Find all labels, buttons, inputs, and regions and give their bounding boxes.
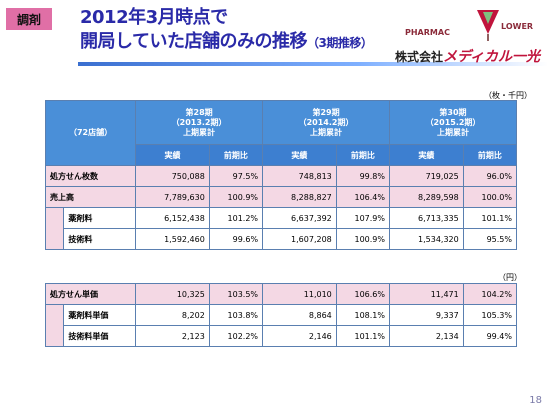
cell-value: 6,637,392 [262, 207, 337, 229]
cell-value: 96.0% [462, 165, 518, 187]
table-row: 薬剤料単価 8,202 103.8% 8,864 108.1% 9,337 10… [44, 304, 518, 326]
table-row: 売上高 7,789,630 100.9% 8,288,827 106.4% 8,… [44, 186, 518, 208]
cell-value: 104.2% [462, 283, 518, 305]
cell-value: 9,337 [389, 304, 464, 326]
logo-pharmac-text: PHARMAC [405, 28, 450, 37]
period-header: 第30期 （2015.2期） 上期累計 [389, 100, 517, 145]
row-label: 売上高 [44, 186, 137, 208]
cell-value: 101.1% [335, 325, 391, 347]
indent-cell [44, 304, 65, 326]
col-yoy-header: 前期比 [335, 144, 391, 166]
slide-title: 2012年3月時点で 開局していた店舗のみの推移（3期推移） [80, 6, 373, 55]
row-label: 処方せん枚数 [44, 165, 137, 187]
cell-value: 99.8% [335, 165, 391, 187]
table-row: 薬剤料 6,152,438 101.2% 6,637,392 107.9% 6,… [44, 207, 518, 229]
cell-value: 6,152,438 [135, 207, 210, 229]
table-row: 技術料 1,592,460 99.6% 1,607,208 100.9% 1,5… [44, 228, 518, 250]
page-number: 18 [529, 395, 542, 406]
cell-value: 101.2% [208, 207, 264, 229]
cell-value: 106.6% [335, 283, 391, 305]
cell-value: 1,534,320 [389, 228, 464, 250]
sales-table: （72店舗） 第28期 （2013.2期） 上期累計 第29期 （2014.2期… [44, 100, 518, 250]
cell-value: 100.0% [462, 186, 518, 208]
cell-value: 8,864 [262, 304, 337, 326]
cell-value: 2,134 [389, 325, 464, 347]
row-label: 処方せん単価 [44, 283, 137, 305]
category-tag: 調剤 [6, 8, 52, 30]
cell-value: 99.4% [462, 325, 518, 347]
col-actual-header: 実績 [389, 144, 464, 166]
cell-value: 6,713,335 [389, 207, 464, 229]
cell-value: 8,288,827 [262, 186, 337, 208]
cell-value: 2,123 [135, 325, 210, 347]
unit-price-table: 処方せん単価 10,325 103.5% 11,010 106.6% 11,47… [44, 283, 518, 347]
cell-value: 1,592,460 [135, 228, 210, 250]
table-row: 技術料単価 2,123 102.2% 2,146 101.1% 2,134 99… [44, 325, 518, 347]
cell-value: 7,789,630 [135, 186, 210, 208]
cell-value: 11,471 [389, 283, 464, 305]
cell-value: 8,202 [135, 304, 210, 326]
cell-value: 100.9% [208, 186, 264, 208]
title-line-2-sub: （3期推移） [306, 36, 373, 50]
period-header: 第28期 （2013.2期） 上期累計 [135, 100, 264, 145]
company-logo: PHARMAC LOWER 株式会社メディカル一光 [395, 6, 555, 66]
company-brand: メディカル一光 [443, 49, 541, 65]
cell-value: 105.3% [462, 304, 518, 326]
cell-value: 8,289,598 [389, 186, 464, 208]
cell-value: 750,088 [135, 165, 210, 187]
cell-value: 10,325 [135, 283, 210, 305]
period-header: 第29期 （2014.2期） 上期累計 [262, 100, 390, 145]
table1-unit: （枚・千円） [484, 91, 532, 100]
cell-value: 2,146 [262, 325, 337, 347]
row-label: 技術料 [63, 228, 137, 250]
store-count-header: （72店舗） [44, 100, 137, 166]
row-label: 薬剤料単価 [63, 304, 137, 326]
title-line-2-main: 開局していた店舗のみの推移 [80, 31, 307, 52]
cell-value: 748,813 [262, 165, 337, 187]
company-prefix: 株式会社 [395, 50, 444, 64]
indent-cell [44, 325, 65, 347]
cell-value: 102.2% [208, 325, 264, 347]
table-row: 処方せん枚数 750,088 97.5% 748,813 99.8% 719,0… [44, 165, 518, 187]
cell-value: 108.1% [335, 304, 391, 326]
cell-value: 100.9% [335, 228, 391, 250]
cell-value: 107.9% [335, 207, 391, 229]
cell-value: 99.6% [208, 228, 264, 250]
cell-value: 1,607,208 [262, 228, 337, 250]
col-actual-header: 実績 [262, 144, 337, 166]
logo-lower-text: LOWER [501, 22, 534, 31]
cell-value: 719,025 [389, 165, 464, 187]
company-name: 株式会社メディカル一光 [395, 46, 540, 66]
row-label: 技術料単価 [63, 325, 137, 347]
col-yoy-header: 前期比 [462, 144, 518, 166]
title-line-1: 2012年3月時点で [80, 7, 228, 28]
col-yoy-header: 前期比 [208, 144, 264, 166]
flower-logo-icon [477, 10, 499, 41]
cell-value: 106.4% [335, 186, 391, 208]
cell-value: 103.5% [208, 283, 264, 305]
title-line-2: 開局していた店舗のみの推移（3期推移） [80, 30, 373, 55]
indent-cell [44, 228, 65, 250]
cell-value: 103.8% [208, 304, 264, 326]
cell-value: 101.1% [462, 207, 518, 229]
table-row: 処方せん単価 10,325 103.5% 11,010 106.6% 11,47… [44, 283, 518, 305]
indent-cell [44, 207, 65, 229]
col-actual-header: 実績 [135, 144, 210, 166]
table2-unit: （円） [498, 273, 522, 282]
title-underline [78, 62, 548, 66]
cell-value: 11,010 [262, 283, 337, 305]
cell-value: 97.5% [208, 165, 264, 187]
row-label: 薬剤料 [63, 207, 137, 229]
cell-value: 95.5% [462, 228, 518, 250]
